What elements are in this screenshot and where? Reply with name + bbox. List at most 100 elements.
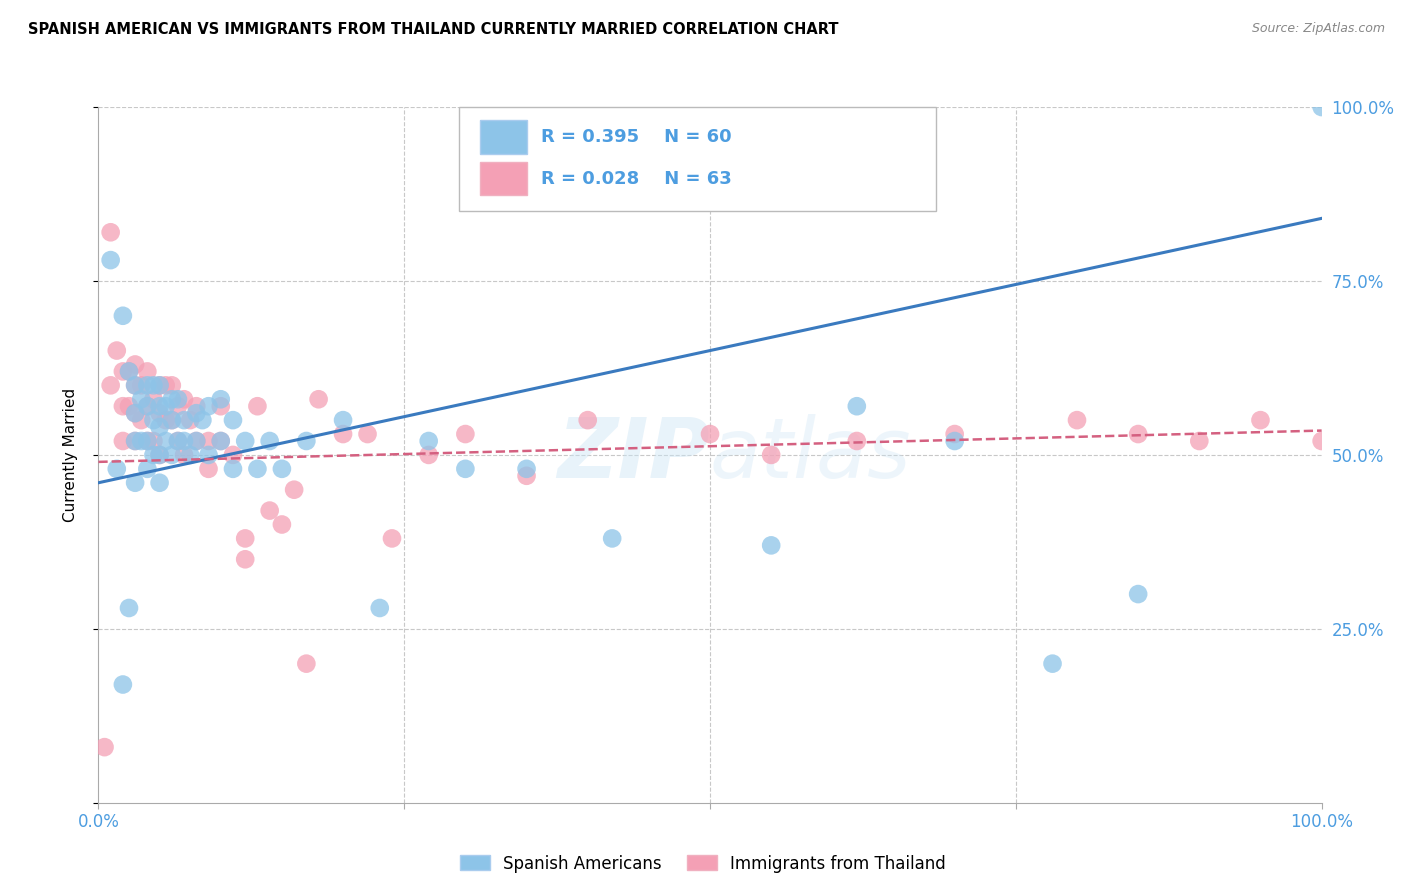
Text: ZIP: ZIP <box>557 415 710 495</box>
Point <box>283 483 305 497</box>
Point <box>1066 413 1088 427</box>
Point <box>111 364 134 378</box>
Point <box>259 434 281 448</box>
Point <box>845 399 868 413</box>
Point <box>368 601 391 615</box>
Point <box>186 434 208 448</box>
Point <box>233 532 256 546</box>
Point <box>129 434 152 448</box>
Point <box>155 434 177 448</box>
Text: R = 0.028    N = 63: R = 0.028 N = 63 <box>541 169 733 187</box>
Point <box>191 413 214 427</box>
Point <box>167 434 190 448</box>
Point <box>295 657 318 671</box>
Point <box>149 448 172 462</box>
FancyBboxPatch shape <box>479 162 526 195</box>
Point <box>222 448 245 462</box>
Point <box>308 392 330 407</box>
Point <box>515 468 537 483</box>
Point <box>699 427 721 442</box>
Point <box>129 392 152 407</box>
Point <box>124 434 146 448</box>
Point <box>105 343 128 358</box>
Point <box>1310 100 1333 114</box>
Point <box>118 364 141 378</box>
Point <box>142 413 165 427</box>
Point <box>845 434 868 448</box>
Point <box>160 413 183 427</box>
Point <box>173 448 195 462</box>
Point <box>155 413 177 427</box>
Point <box>100 378 122 392</box>
Point <box>149 420 172 434</box>
Legend: Spanish Americans, Immigrants from Thailand: Spanish Americans, Immigrants from Thail… <box>453 848 953 880</box>
Point <box>129 378 152 392</box>
Point <box>600 532 623 546</box>
Point <box>100 253 122 268</box>
Point <box>356 427 378 442</box>
Point <box>259 503 281 517</box>
Point <box>111 399 134 413</box>
Point <box>246 462 269 476</box>
Text: Source: ZipAtlas.com: Source: ZipAtlas.com <box>1251 22 1385 36</box>
Point <box>167 434 190 448</box>
Point <box>418 448 440 462</box>
Text: SPANISH AMERICAN VS IMMIGRANTS FROM THAILAND CURRENTLY MARRIED CORRELATION CHART: SPANISH AMERICAN VS IMMIGRANTS FROM THAI… <box>28 22 838 37</box>
Point <box>173 434 195 448</box>
Point <box>124 406 146 420</box>
Point <box>136 399 159 413</box>
Point <box>93 740 115 755</box>
Point <box>173 413 195 427</box>
Point <box>209 434 232 448</box>
Text: R = 0.395    N = 60: R = 0.395 N = 60 <box>541 128 733 146</box>
Point <box>149 378 172 392</box>
Point <box>381 532 404 546</box>
Point <box>179 413 201 427</box>
Point <box>222 413 245 427</box>
Point <box>1128 427 1150 442</box>
Point <box>167 399 190 413</box>
Point <box>118 399 141 413</box>
Point <box>246 399 269 413</box>
Point <box>454 427 477 442</box>
Point <box>576 413 599 427</box>
Point <box>943 434 966 448</box>
Point <box>1310 434 1333 448</box>
Point <box>186 406 208 420</box>
Point <box>209 399 232 413</box>
Point <box>197 399 219 413</box>
Point <box>186 399 208 413</box>
Point <box>197 462 219 476</box>
Point <box>111 434 134 448</box>
Point <box>124 406 146 420</box>
Point <box>761 538 783 552</box>
Point <box>124 434 146 448</box>
Point <box>124 378 146 392</box>
Point <box>1128 587 1150 601</box>
Point <box>270 462 294 476</box>
Point <box>160 413 183 427</box>
Point <box>167 392 190 407</box>
Point <box>142 392 165 407</box>
Point <box>332 413 354 427</box>
Point <box>105 462 128 476</box>
FancyBboxPatch shape <box>460 107 936 211</box>
Point <box>149 399 172 413</box>
Point <box>129 413 152 427</box>
Point <box>136 378 159 392</box>
Point <box>142 378 165 392</box>
Point <box>118 364 141 378</box>
Y-axis label: Currently Married: Currently Married <box>63 388 77 522</box>
Point <box>136 399 159 413</box>
Point <box>124 378 146 392</box>
Point <box>100 225 122 239</box>
Point <box>1042 657 1064 671</box>
Point <box>295 434 318 448</box>
Point <box>197 448 219 462</box>
FancyBboxPatch shape <box>479 120 526 153</box>
Point <box>179 448 201 462</box>
Point <box>142 434 165 448</box>
Point <box>149 378 172 392</box>
Point <box>222 462 245 476</box>
Point <box>155 378 177 392</box>
